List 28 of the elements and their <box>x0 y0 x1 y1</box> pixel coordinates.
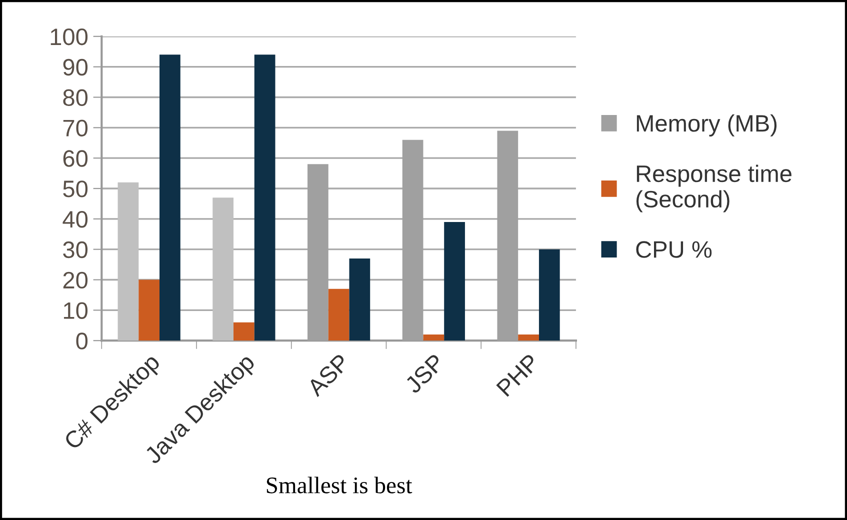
legend-label: Memory (MB) <box>636 114 777 136</box>
bar <box>254 54 276 341</box>
y-tick-label: 80 <box>63 89 88 106</box>
bar <box>212 198 234 341</box>
bar <box>234 322 254 341</box>
bar <box>118 182 139 341</box>
x-axis-title: Smallest is best <box>266 476 412 494</box>
bar <box>518 334 539 341</box>
y-tick-label: 20 <box>63 272 88 289</box>
y-tick-label: 50 <box>63 180 88 198</box>
y-tick-label: 40 <box>62 210 88 228</box>
bar <box>160 54 180 341</box>
y-tick-label: 10 <box>64 302 88 319</box>
bar <box>349 258 370 341</box>
bar <box>538 249 560 341</box>
bar <box>423 334 444 341</box>
bar <box>328 288 350 341</box>
bar <box>444 222 465 341</box>
legend-label: Response time (Second) <box>636 164 792 212</box>
y-tick-label: 70 <box>63 120 88 136</box>
y-tick-label: 60 <box>63 150 88 167</box>
x-tick-label: JSP <box>404 353 446 394</box>
y-tick-label: 30 <box>63 241 88 258</box>
y-tick-label: 100 <box>50 28 88 46</box>
bar <box>138 280 160 341</box>
y-tick-label: 90 <box>63 58 88 76</box>
y-tick-label: 0 <box>76 332 88 350</box>
legend-label: CPU % <box>636 241 712 258</box>
